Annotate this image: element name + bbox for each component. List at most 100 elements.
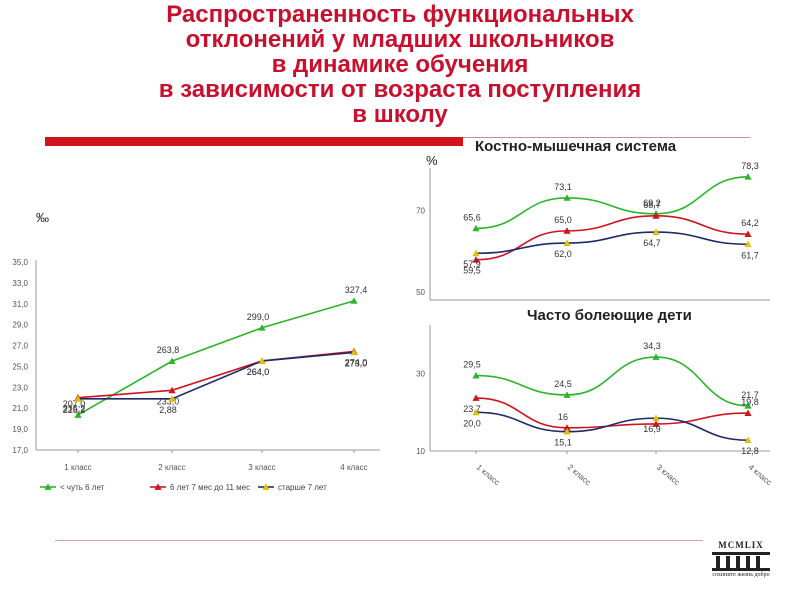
y-tick-label: 21,0 bbox=[12, 404, 28, 413]
y-tick-label: 10 bbox=[416, 447, 425, 456]
data-label: 207,0 bbox=[63, 399, 86, 409]
data-label: 215,2 bbox=[63, 404, 86, 414]
x-tick-label: 4 класс bbox=[340, 463, 367, 472]
data-point-marker bbox=[563, 391, 571, 398]
emblem-name: MCMLIX bbox=[718, 540, 764, 550]
institution-emblem-icon: MCMLIX сохините жизнь добро bbox=[708, 538, 774, 582]
data-point-marker bbox=[563, 428, 571, 435]
data-label: 68,7 bbox=[643, 200, 661, 210]
data-label: 20,0 bbox=[463, 418, 481, 428]
title-divider-rule bbox=[463, 137, 750, 138]
title-line: в школу bbox=[352, 101, 448, 128]
legend-label: < чуть 6 лет bbox=[60, 483, 105, 492]
data-label: 64,7 bbox=[643, 238, 661, 248]
data-point-marker bbox=[563, 424, 571, 431]
data-label: 264,0 bbox=[247, 367, 270, 377]
y-tick-label: 31,0 bbox=[12, 300, 28, 309]
data-point-marker bbox=[652, 414, 660, 422]
data-label: 12,8 bbox=[741, 446, 759, 456]
page-title: Распространенность функциональных отклон… bbox=[40, 2, 760, 127]
y-tick-label: 27,0 bbox=[12, 342, 28, 351]
legend-label: 6 лет 7 мес до 11 мес bbox=[170, 483, 250, 492]
data-point-marker bbox=[563, 239, 571, 246]
series-line bbox=[475, 175, 749, 230]
footer-rule bbox=[55, 540, 703, 541]
data-point-marker bbox=[74, 411, 82, 418]
y-tick-label: 35,0 bbox=[12, 258, 28, 267]
data-label: 73,1 bbox=[554, 182, 572, 192]
data-label: 2,88 bbox=[159, 405, 177, 415]
legend-swatch-marker bbox=[154, 483, 162, 490]
data-label: 225,2 bbox=[63, 405, 86, 415]
data-point-marker bbox=[350, 348, 358, 356]
x-tick-label: 1 класс bbox=[64, 463, 91, 472]
chart-left: 17,0 19,0 21,0 23,0 25,0 27,0 29,0 31,0 33,0 35,0… bbox=[12, 258, 380, 492]
data-label: 34,3 bbox=[643, 341, 661, 351]
data-point-marker bbox=[652, 212, 660, 219]
y-tick-label: 17,0 bbox=[12, 446, 28, 455]
data-point-marker bbox=[168, 357, 176, 365]
data-point-marker bbox=[472, 394, 480, 401]
data-point-marker bbox=[744, 240, 752, 248]
data-label: 23,7 bbox=[463, 404, 481, 414]
data-label: 62,0 bbox=[554, 249, 572, 259]
x-tick-label: 2 класс bbox=[158, 463, 185, 472]
y-tick-label: 19,0 bbox=[12, 425, 28, 434]
data-point-marker bbox=[744, 436, 752, 444]
x-tick-label: 3 класс bbox=[655, 463, 682, 488]
title-line: отклонений у младших школьников bbox=[185, 26, 615, 53]
data-label: 29,5 bbox=[463, 360, 481, 370]
data-point-marker bbox=[258, 357, 266, 364]
series-line bbox=[475, 411, 749, 441]
legend-item: старше 7 лет bbox=[258, 483, 327, 492]
data-point-marker bbox=[744, 402, 752, 409]
data-label: 273,0 bbox=[345, 358, 368, 368]
series-line bbox=[475, 215, 749, 261]
right-unit-label: % bbox=[426, 153, 438, 168]
legend-item: 6 лет 7 мес до 11 мес bbox=[150, 483, 250, 492]
data-point-marker bbox=[744, 173, 752, 180]
data-label: 64,2 bbox=[741, 218, 759, 228]
legend-swatch-marker bbox=[262, 483, 270, 490]
series-line bbox=[78, 351, 355, 400]
chart-top-right: 70 50 65,6 73,1 69,2 78,3 59,5 65,0 68,7 64,2 57,9… bbox=[416, 161, 770, 301]
data-point-marker bbox=[652, 420, 660, 427]
y-tick-label: 30 bbox=[416, 370, 425, 379]
data-label: 233,0 bbox=[157, 396, 180, 406]
series-line bbox=[475, 356, 749, 407]
data-point-marker bbox=[652, 228, 660, 235]
legend-item: < чуть 6 лет bbox=[40, 483, 105, 492]
data-point-marker bbox=[744, 409, 752, 416]
y-tick-label: 70 bbox=[416, 207, 425, 216]
series-line bbox=[475, 397, 749, 429]
data-label: 65,6 bbox=[463, 212, 481, 222]
data-label: 15,1 bbox=[554, 438, 572, 448]
data-label: 327,4 bbox=[345, 285, 368, 295]
x-tick-label: 1 класс bbox=[475, 463, 502, 488]
title-line: в динамике обучения bbox=[271, 51, 529, 78]
data-point-marker bbox=[168, 395, 176, 402]
data-point-marker bbox=[258, 324, 266, 331]
data-point-marker bbox=[472, 372, 480, 379]
y-tick-label: 33,0 bbox=[12, 279, 28, 288]
title-line: в зависимости от возраста поступления bbox=[158, 76, 642, 103]
data-label: 21,7 bbox=[741, 390, 759, 400]
legend-label: старше 7 лет bbox=[278, 483, 327, 492]
data-label: 65,0 bbox=[554, 215, 572, 225]
series-line bbox=[77, 300, 355, 416]
data-point-marker bbox=[168, 386, 176, 394]
y-tick-label: 29,0 bbox=[12, 321, 28, 330]
left-unit-label: ‰ bbox=[36, 210, 49, 225]
emblem-motto: сохините жизнь добро bbox=[712, 572, 770, 578]
data-label: 61,7 bbox=[741, 250, 759, 260]
data-label: 299,0 bbox=[247, 312, 270, 322]
x-tick-label: 4 класс bbox=[747, 463, 774, 488]
y-tick-label: 23,0 bbox=[12, 383, 28, 392]
y-tick-label: 25,0 bbox=[12, 362, 28, 371]
data-label: 16,9 bbox=[643, 424, 661, 434]
series-line bbox=[475, 231, 749, 255]
data-label: 16 bbox=[558, 412, 568, 422]
data-point-marker bbox=[563, 194, 571, 201]
legend-swatch-marker bbox=[44, 483, 52, 490]
